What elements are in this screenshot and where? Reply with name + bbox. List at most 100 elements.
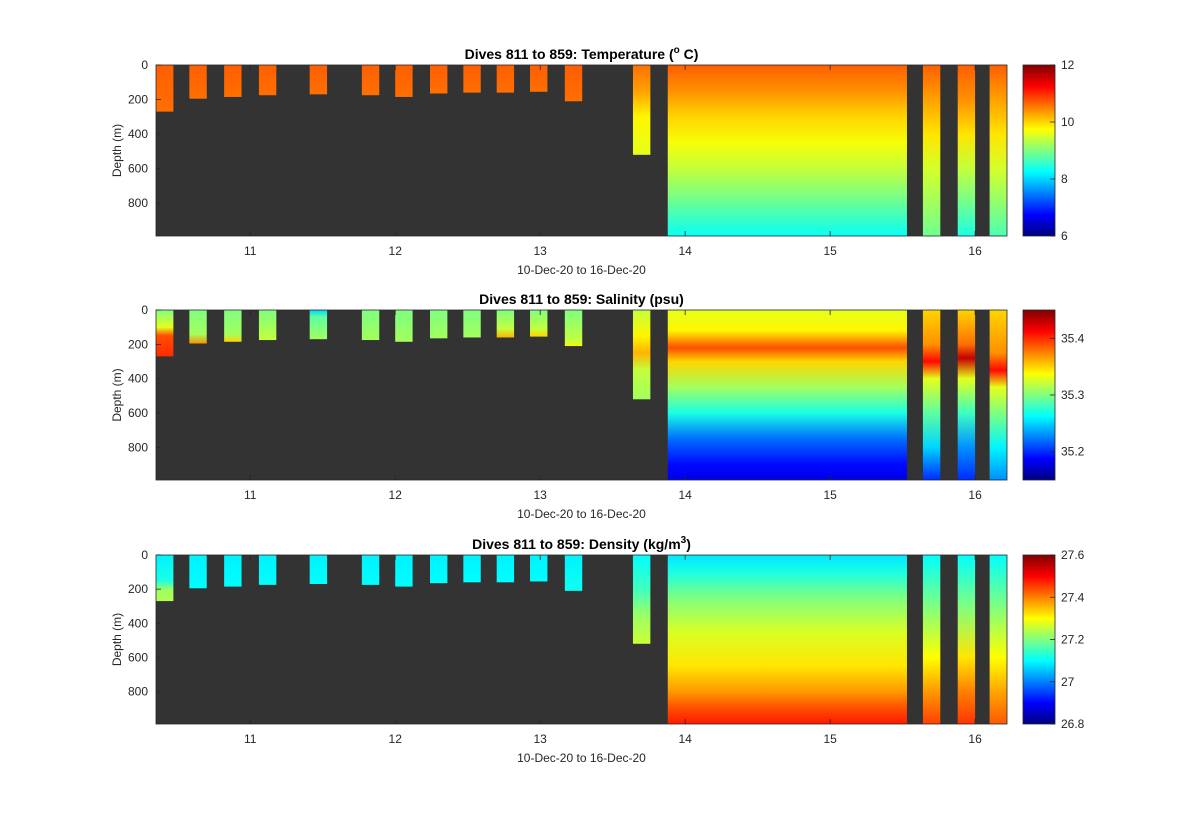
axes-box — [155, 309, 1008, 481]
y-tick-label: 400 — [128, 372, 148, 386]
profile-column — [922, 555, 941, 724]
profile-column — [564, 555, 583, 591]
y-tick-label: 600 — [128, 406, 148, 420]
profile-column — [463, 310, 481, 338]
axes-box — [155, 64, 1008, 237]
profile-column — [156, 555, 174, 602]
x-tick-label: 15 — [823, 488, 837, 502]
profile-column — [189, 555, 207, 589]
x-tick-label: 14 — [678, 732, 692, 746]
y-tick-label: 800 — [128, 685, 148, 699]
y-tick-label: 400 — [128, 616, 148, 630]
colorbar — [1022, 64, 1056, 237]
x-tick-label: 12 — [389, 244, 403, 258]
y-tick-label: 400 — [128, 127, 148, 141]
y-tick-label: 800 — [128, 440, 148, 454]
profile-column — [430, 555, 448, 584]
profile-column — [530, 65, 548, 92]
profile-column — [463, 65, 481, 93]
profile-column — [564, 310, 583, 347]
profile-column — [224, 555, 242, 587]
colorbar — [1022, 309, 1056, 481]
colorbar-tick-label: 26.8 — [1061, 717, 1085, 731]
x-tick-label: 14 — [678, 244, 692, 258]
y-tick-label: 800 — [128, 196, 148, 210]
profile-column — [989, 555, 1007, 724]
colorbar-tick-label: 35.4 — [1061, 331, 1085, 345]
x-axis-label: 10-Dec-20 to 16-Dec-20 — [517, 751, 646, 765]
colorbar-tick-label: 35.3 — [1061, 388, 1085, 402]
panel-density: 11 12 13 14 15 16 0 200 400 600 800 Dives 811 to 85… — [110, 535, 1085, 765]
profile-column — [922, 65, 941, 236]
x-tick-label: 13 — [534, 732, 548, 746]
colorbar-tick-label: 6 — [1061, 229, 1068, 243]
colorbar-tick-label: 27.6 — [1061, 548, 1085, 562]
profile-column — [361, 310, 380, 341]
profile-column — [189, 310, 207, 344]
colorbar-tick-label: 27 — [1061, 675, 1075, 689]
x-tick-label: 16 — [968, 488, 982, 502]
profile-column — [496, 555, 515, 583]
colorbar-tick-label: 12 — [1061, 58, 1075, 72]
profile-column — [632, 65, 651, 155]
colorbar-tick-label: 27.2 — [1061, 633, 1085, 647]
profile-column — [156, 65, 174, 112]
profile-column — [496, 310, 515, 338]
y-tick-label: 600 — [128, 162, 148, 176]
profile-column — [189, 65, 207, 99]
profile-column — [156, 310, 174, 357]
profile-column — [309, 310, 328, 340]
x-tick-label: 16 — [968, 244, 982, 258]
profile-column — [530, 310, 548, 337]
x-tick-label: 11 — [244, 244, 257, 258]
x-tick-label: 12 — [389, 488, 403, 502]
colorbar-tick-label: 35.2 — [1061, 445, 1085, 459]
x-tick-label: 15 — [823, 732, 837, 746]
y-axis-label: Depth (m) — [110, 613, 124, 666]
profile-column — [564, 65, 583, 102]
y-tick-label: 200 — [128, 337, 148, 351]
panel-title: Dives 811 to 859: Salinity (psu) — [479, 291, 684, 307]
y-tick-label: 0 — [141, 548, 148, 562]
profile-column — [667, 65, 907, 236]
profile-column — [957, 65, 976, 236]
profile-column — [957, 555, 976, 724]
panel-temperature: 11 12 13 14 15 16 0 200 400 600 800 Dives 811 to 85… — [110, 45, 1075, 277]
x-tick-label: 11 — [244, 488, 257, 502]
profile-column — [395, 310, 413, 342]
x-tick-label: 15 — [823, 244, 837, 258]
profile-column — [224, 65, 242, 97]
profile-column — [395, 65, 413, 97]
profile-column — [496, 65, 515, 93]
y-tick-label: 0 — [141, 58, 148, 72]
x-axis-label: 10-Dec-20 to 16-Dec-20 — [517, 507, 646, 521]
profile-column — [361, 65, 380, 96]
profile-column — [430, 310, 448, 339]
profile-column — [922, 310, 941, 480]
profile-column — [258, 310, 277, 341]
profile-column — [361, 555, 380, 585]
axes-box — [155, 554, 1008, 725]
profile-column — [632, 555, 651, 644]
profile-column — [530, 555, 548, 582]
colorbar-tick-label: 10 — [1061, 115, 1075, 129]
y-tick-label: 200 — [128, 93, 148, 107]
x-tick-label: 13 — [534, 244, 548, 258]
y-axis-label: Depth (m) — [110, 124, 124, 177]
x-tick-label: 12 — [389, 732, 403, 746]
x-tick-label: 11 — [244, 732, 257, 746]
x-tick-label: 13 — [534, 488, 548, 502]
colorbar — [1022, 554, 1056, 725]
profile-column — [989, 310, 1007, 480]
profile-column — [957, 310, 976, 480]
x-tick-label: 16 — [968, 732, 982, 746]
profile-column — [224, 310, 242, 342]
y-tick-label: 0 — [141, 303, 148, 317]
panel-title: Dives 811 to 859: Temperature (o C) — [465, 45, 699, 62]
x-tick-label: 14 — [678, 488, 692, 502]
profile-column — [632, 310, 651, 400]
profile-column — [258, 555, 277, 585]
profile-column — [989, 65, 1007, 236]
